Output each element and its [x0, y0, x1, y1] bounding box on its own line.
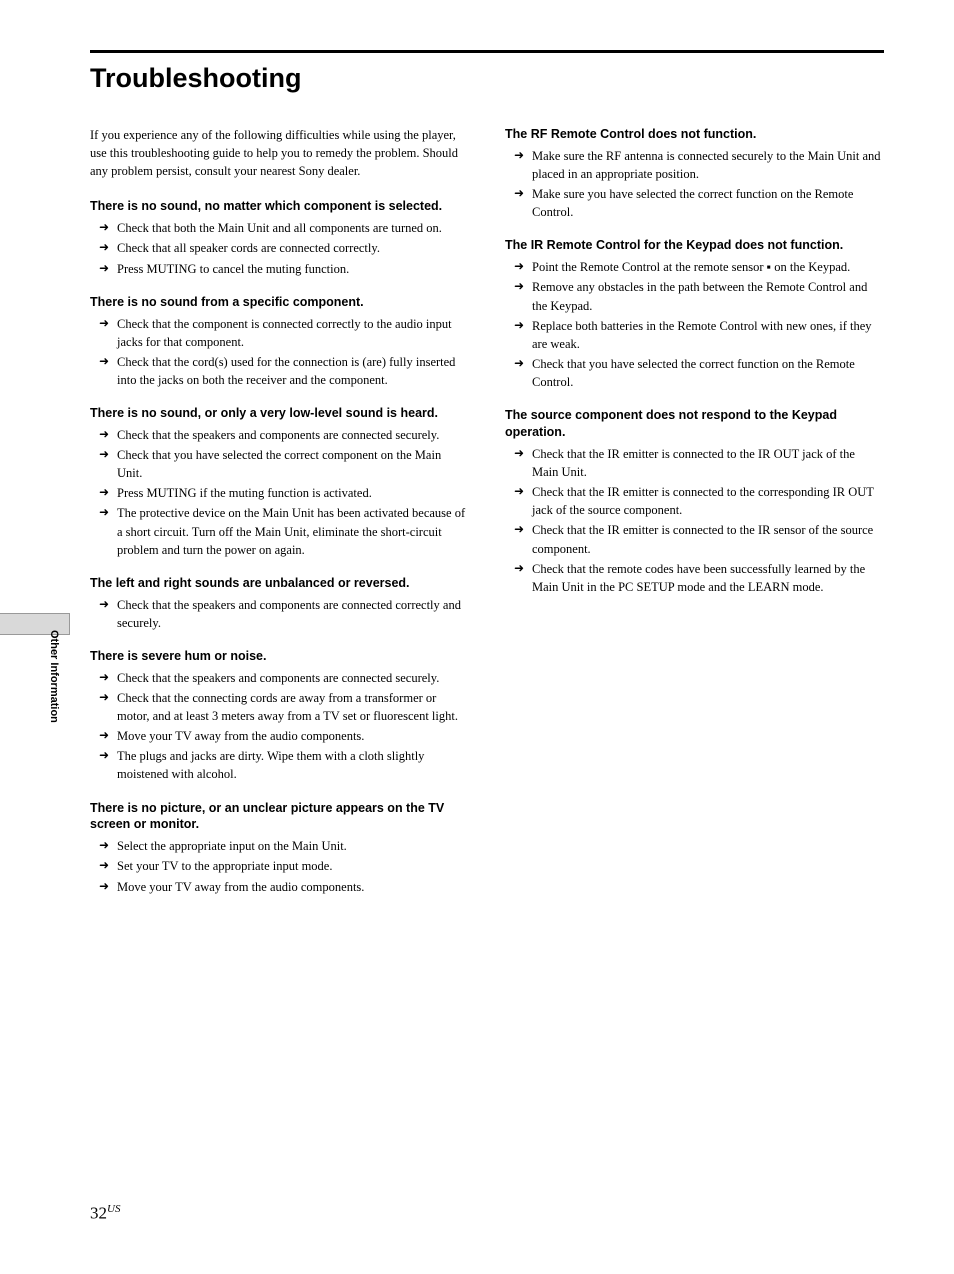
page-number-suffix: US: [107, 1203, 120, 1215]
bullet-item: Check that the remote codes have been su…: [532, 560, 884, 596]
page-content: Troubleshooting If you experience any of…: [0, 0, 954, 1274]
bullet-item: Check that you have selected the correct…: [117, 446, 469, 482]
bullet-list: Check that both the Main Unit and all co…: [90, 219, 469, 277]
bullet-item: Press MUTING if the muting function is a…: [117, 484, 469, 502]
content-columns: If you experience any of the following d…: [90, 126, 884, 912]
bullet-list: Check that the speakers and components a…: [90, 426, 469, 559]
bullet-item: Check that the speakers and components a…: [117, 426, 469, 444]
troubleshoot-section: The IR Remote Control for the Keypad doe…: [505, 237, 884, 391]
left-column: If you experience any of the following d…: [90, 126, 469, 912]
bullet-item: Move your TV away from the audio compone…: [117, 727, 469, 745]
bullet-item: Check that both the Main Unit and all co…: [117, 219, 469, 237]
section-heading: There is no picture, or an unclear pictu…: [90, 800, 469, 834]
page-number: 32US: [90, 1203, 120, 1224]
bullet-item: Check that the IR emitter is connected t…: [532, 445, 884, 481]
troubleshoot-section: The RF Remote Control does not function.…: [505, 126, 884, 221]
troubleshoot-section: There is no sound, no matter which compo…: [90, 198, 469, 277]
section-heading: The source component does not respond to…: [505, 407, 884, 441]
section-heading: There is severe hum or noise.: [90, 648, 469, 665]
bullet-item: Check that the connecting cords are away…: [117, 689, 469, 725]
bullet-item: Set your TV to the appropriate input mod…: [117, 857, 469, 875]
bullet-item: Replace both batteries in the Remote Con…: [532, 317, 884, 353]
bullet-list: Point the Remote Control at the remote s…: [505, 258, 884, 391]
troubleshoot-section: There is no picture, or an unclear pictu…: [90, 800, 469, 896]
section-heading: There is no sound from a specific compon…: [90, 294, 469, 311]
bullet-item: The plugs and jacks are dirty. Wipe them…: [117, 747, 469, 783]
troubleshoot-section: The source component does not respond to…: [505, 407, 884, 596]
bullet-item: Check that the speakers and components a…: [117, 669, 469, 687]
bullet-item: The protective device on the Main Unit h…: [117, 504, 469, 558]
bullet-list: Select the appropriate input on the Main…: [90, 837, 469, 895]
bullet-list: Check that the speakers and components a…: [90, 596, 469, 632]
bullet-list: Check that the IR emitter is connected t…: [505, 445, 884, 596]
troubleshoot-section: There is no sound from a specific compon…: [90, 294, 469, 389]
bullet-item: Check that the IR emitter is connected t…: [532, 521, 884, 557]
section-heading: The IR Remote Control for the Keypad doe…: [505, 237, 884, 254]
section-heading: The RF Remote Control does not function.: [505, 126, 884, 143]
bullet-list: Check that the speakers and components a…: [90, 669, 469, 784]
bullet-item: Make sure the RF antenna is connected se…: [532, 147, 884, 183]
bullet-item: Check that all speaker cords are connect…: [117, 239, 469, 257]
bullet-item: Remove any obstacles in the path between…: [532, 278, 884, 314]
right-column: The RF Remote Control does not function.…: [505, 126, 884, 912]
troubleshoot-section: There is no sound, or only a very low-le…: [90, 405, 469, 559]
bullet-list: Make sure the RF antenna is connected se…: [505, 147, 884, 222]
troubleshoot-section: The left and right sounds are unbalanced…: [90, 575, 469, 632]
bullet-item: Move your TV away from the audio compone…: [117, 878, 469, 896]
section-heading: There is no sound, no matter which compo…: [90, 198, 469, 215]
bullet-item: Check that the IR emitter is connected t…: [532, 483, 884, 519]
intro-paragraph: If you experience any of the following d…: [90, 126, 469, 180]
bullet-item: Check that the component is connected co…: [117, 315, 469, 351]
section-heading: There is no sound, or only a very low-le…: [90, 405, 469, 422]
bullet-item: Press MUTING to cancel the muting functi…: [117, 260, 469, 278]
bullet-item: Check that the cord(s) used for the conn…: [117, 353, 469, 389]
page-number-value: 32: [90, 1204, 107, 1223]
page-title: Troubleshooting: [90, 63, 884, 94]
bullet-item: Check that the speakers and components a…: [117, 596, 469, 632]
bullet-item: Make sure you have selected the correct …: [532, 185, 884, 221]
top-rule: [90, 50, 884, 53]
bullet-list: Check that the component is connected co…: [90, 315, 469, 390]
troubleshoot-section: There is severe hum or noise. Check that …: [90, 648, 469, 784]
section-heading: The left and right sounds are unbalanced…: [90, 575, 469, 592]
bullet-item: Check that you have selected the correct…: [532, 355, 884, 391]
bullet-item: Select the appropriate input on the Main…: [117, 837, 469, 855]
bullet-item: Point the Remote Control at the remote s…: [532, 258, 884, 276]
